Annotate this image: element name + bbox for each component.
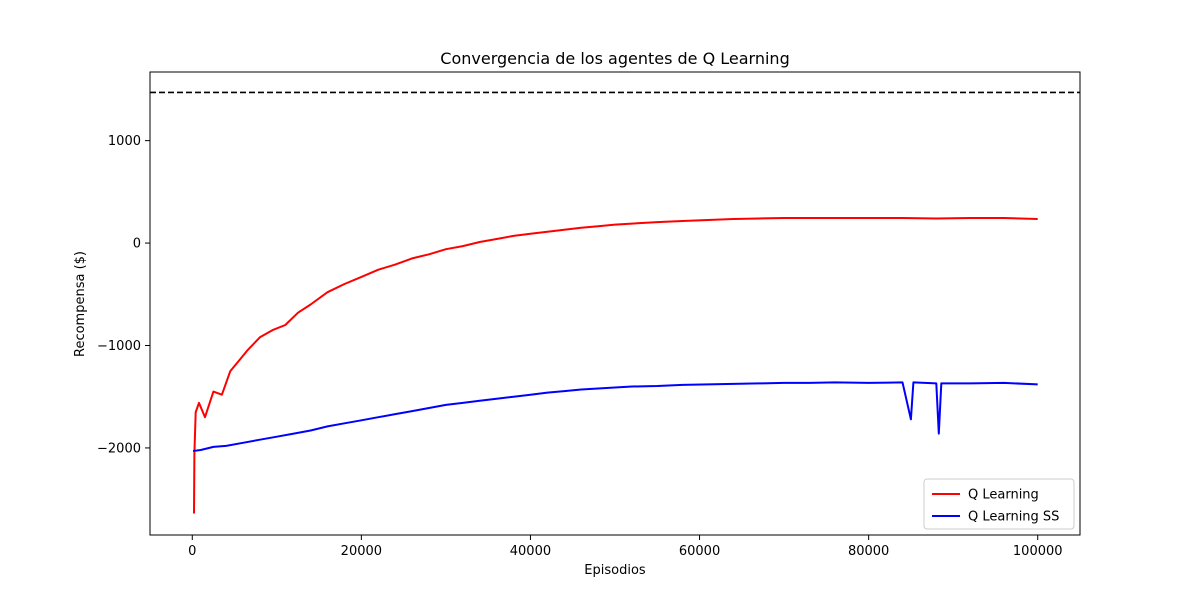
y-axis-label: Recompensa ($) — [73, 251, 88, 357]
chart-title: Convergencia de los agentes de Q Learnin… — [440, 49, 789, 68]
y-tick-label: −1000 — [97, 339, 141, 354]
x-tick-label: 100000 — [1013, 544, 1063, 559]
legend-box — [923, 478, 1075, 530]
legend: Q Learning Q Learning SS — [923, 478, 1075, 530]
plot-frame — [149, 71, 1081, 536]
series-line-1 — [193, 217, 1038, 514]
x-tick-label: 80000 — [848, 544, 889, 559]
legend-label-2: Q Learning SS — [968, 510, 1059, 525]
series-line-2 — [192, 381, 1038, 452]
x-tick-label: 60000 — [679, 544, 720, 559]
x-axis-label: Episodios — [584, 563, 646, 578]
x-tick-label: 40000 — [510, 544, 551, 559]
y-tick-label: −2000 — [97, 441, 141, 456]
x-axis: 0 20000 40000 60000 80000 100000 — [188, 535, 1063, 559]
x-tick-label: 20000 — [341, 544, 382, 559]
series-layer — [192, 217, 1038, 514]
y-tick-label: 1000 — [108, 134, 141, 149]
y-axis: −2000 −1000 0 1000 — [97, 134, 150, 456]
legend-label-1: Q Learning — [968, 488, 1039, 503]
y-tick-label: 0 — [133, 237, 141, 252]
x-tick-label: 0 — [188, 544, 196, 559]
